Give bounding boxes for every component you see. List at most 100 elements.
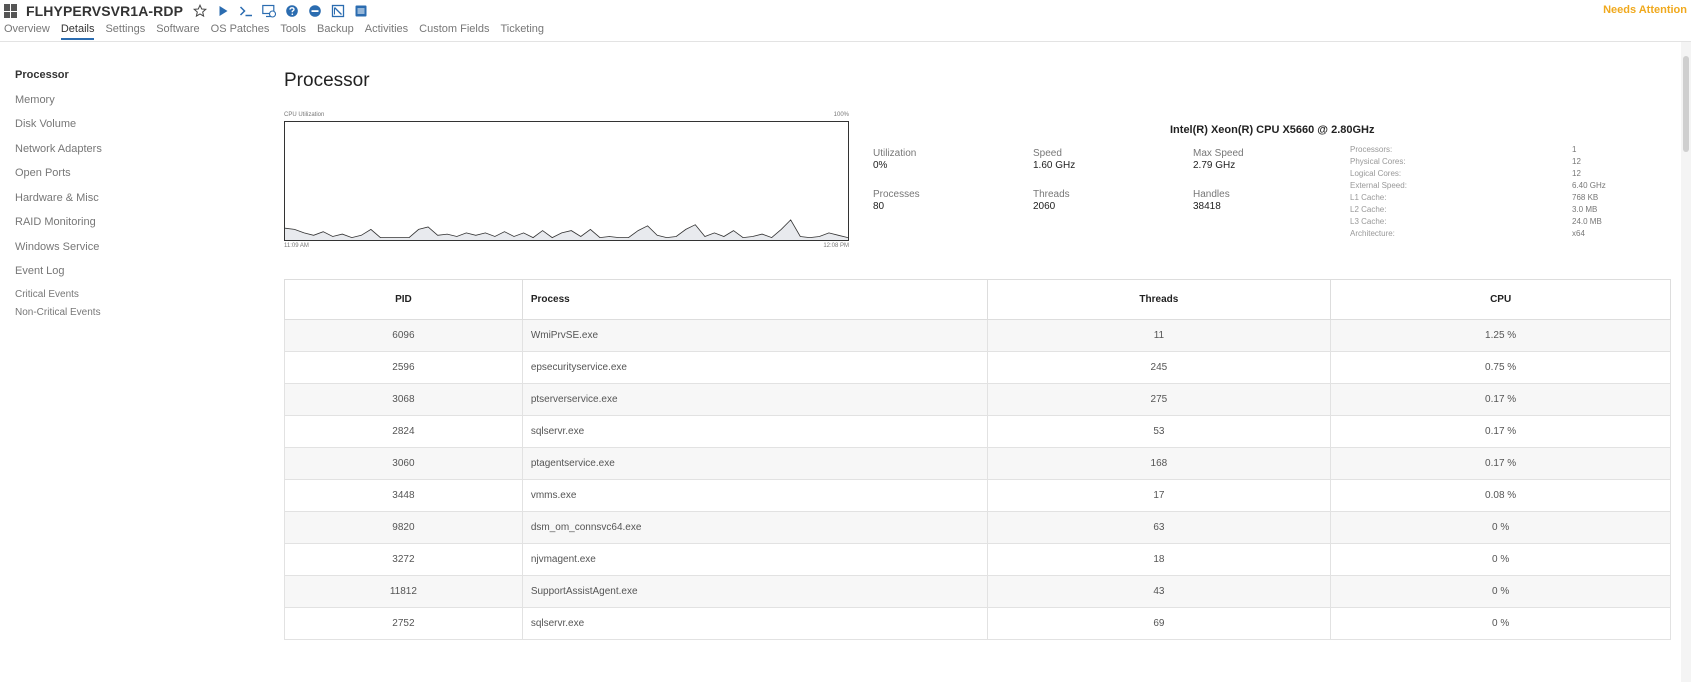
cell-pid: 3068 [284, 383, 523, 416]
spec-value: 24.0 MB [1572, 217, 1602, 226]
spec-row: Physical Cores: 12 [1350, 156, 1650, 168]
stat-value: 80 [873, 201, 885, 212]
cell-cpu: 0 % [1330, 607, 1671, 640]
cell-process: dsm_om_connsvc64.exe [521, 511, 988, 544]
stat-processes: Processes 80 [873, 189, 1023, 213]
sidebar-item-memory[interactable]: Memory [15, 93, 55, 106]
remote-desktop-icon[interactable] [262, 4, 277, 18]
tab-ticketing[interactable]: Ticketing [500, 23, 545, 35]
process-table: PID Process Threads CPU 6096 WmiPrvSE.ex… [284, 279, 1671, 640]
sidebar-item-event-log[interactable]: Event Log [15, 265, 65, 277]
page-scrollbar[interactable] [1681, 42, 1691, 682]
sidebar-item-open-ports[interactable]: Open Ports [15, 167, 71, 179]
cell-pid: 2596 [284, 351, 523, 384]
cell-threads: 275 [986, 383, 1332, 416]
main-content: Processor [284, 70, 1664, 104]
cpu-model-name: Intel(R) Xeon(R) CPU X5660 @ 2.80GHz [1170, 124, 1375, 136]
cell-cpu: 0.75 % [1330, 351, 1671, 384]
cell-process: sqlservr.exe [521, 415, 988, 448]
sidebar-item-raid-monitoring[interactable]: RAID Monitoring [15, 216, 96, 228]
tab-backup[interactable]: Backup [317, 23, 354, 35]
chart-x-end-label: 12:08 PM [823, 243, 849, 249]
table-row[interactable]: 2752 sqlservr.exe 69 0 % [284, 607, 1671, 640]
sidebar-subitem-non-critical-events[interactable]: Non-Critical Events [15, 306, 101, 318]
details-sidebar: Processor Memory Disk Volume Network Ada… [15, 68, 215, 325]
table-header-row: PID Process Threads CPU [284, 279, 1671, 320]
cell-pid: 2752 [284, 607, 523, 640]
stat-label: Threads [1033, 189, 1070, 200]
menu-icon[interactable] [354, 4, 368, 18]
spec-row: Architecture: x64 [1350, 228, 1650, 240]
page-header: FLHYPERVSVR1A-RDP Needs Attention Overvi… [0, 0, 1691, 42]
table-row[interactable]: 3060 ptagentservice.exe 168 0.17 % [284, 447, 1671, 480]
windows-icon [4, 4, 18, 18]
page-title: Processor [284, 70, 370, 91]
chart-y-max-label: 100% [833, 112, 849, 118]
spec-label: L3 Cache: [1350, 217, 1387, 226]
tab-tools[interactable]: Tools [280, 23, 307, 35]
spec-row: L1 Cache: 768 KB [1350, 192, 1650, 204]
cell-pid: 3272 [284, 543, 523, 576]
table-row[interactable]: 2596 epsecurityservice.exe 245 0.75 % [284, 351, 1671, 384]
device-title-row: FLHYPERVSVR1A-RDP [4, 2, 377, 20]
stat-handles: Handles 38418 [1193, 189, 1343, 213]
terminal-icon[interactable] [239, 4, 253, 18]
stat-label: Utilization [873, 148, 917, 159]
spec-value: 12 [1572, 169, 1581, 178]
cell-pid: 3060 [284, 447, 523, 480]
spec-value: 12 [1572, 157, 1581, 166]
spec-value: x64 [1572, 229, 1585, 238]
spec-label: External Speed: [1350, 181, 1407, 190]
column-header-threads[interactable]: Threads [986, 279, 1332, 320]
table-row[interactable]: 9820 dsm_om_connsvc64.exe 63 0 % [284, 511, 1671, 544]
cell-pid: 2824 [284, 415, 523, 448]
column-header-process[interactable]: Process [521, 279, 988, 320]
device-name: FLHYPERVSVR1A-RDP [26, 3, 184, 19]
tab-software[interactable]: Software [156, 23, 200, 35]
cell-cpu: 0.17 % [1330, 415, 1671, 448]
tab-bar: Overview Details Settings Software OS Pa… [4, 22, 555, 40]
table-row[interactable]: 3272 njvmagent.exe 18 0 % [284, 543, 1671, 576]
table-row[interactable]: 3448 vmms.exe 17 0.08 % [284, 479, 1671, 512]
table-row[interactable]: 6096 WmiPrvSE.exe 11 1.25 % [284, 319, 1671, 352]
chart-x-start-label: 11:09 AM [284, 243, 309, 249]
cell-pid: 6096 [284, 319, 523, 352]
play-icon[interactable] [216, 4, 230, 18]
stat-value: 2.79 GHz [1193, 160, 1236, 171]
cpu-utilization-chart: CPU Utilization 100% 11:09 AM 12:08 PM [284, 112, 849, 252]
star-icon[interactable] [193, 4, 208, 18]
table-row[interactable]: 11812 SupportAssistAgent.exe 43 0 % [284, 575, 1671, 608]
sidebar-subitem-critical-events[interactable]: Critical Events [15, 288, 79, 300]
spec-value: 768 KB [1572, 193, 1599, 202]
table-row[interactable]: 2824 sqlservr.exe 53 0.17 % [284, 415, 1671, 448]
help-circle-icon[interactable] [285, 4, 299, 18]
cell-process: epsecurityservice.exe [521, 351, 988, 384]
column-header-pid[interactable]: PID [284, 279, 523, 320]
tab-details[interactable]: Details [60, 22, 95, 40]
table-row[interactable]: 3068 ptserverservice.exe 275 0.17 % [284, 383, 1671, 416]
sidebar-item-network-adapters[interactable]: Network Adapters [15, 142, 102, 155]
tab-os-patches[interactable]: OS Patches [210, 23, 270, 35]
cell-threads: 69 [986, 607, 1332, 640]
column-header-cpu[interactable]: CPU [1330, 279, 1671, 320]
stat-speed: Speed 1.60 GHz [1033, 148, 1183, 172]
spec-row: Logical Cores: 12 [1350, 168, 1650, 180]
stat-value: 2060 [1033, 201, 1056, 212]
spec-label: Logical Cores: [1350, 169, 1402, 178]
sidebar-item-hardware-misc[interactable]: Hardware & Misc [15, 191, 99, 204]
tab-custom-fields[interactable]: Custom Fields [419, 23, 490, 35]
cell-cpu: 1.25 % [1330, 319, 1671, 352]
sidebar-item-windows-service[interactable]: Windows Service [15, 240, 100, 253]
cell-process: ptagentservice.exe [521, 447, 988, 480]
sidebar-item-processor[interactable]: Processor [15, 69, 69, 81]
spec-row: Processors: 1 [1350, 144, 1650, 156]
cell-process: ptserverservice.exe [521, 383, 988, 416]
minus-circle-icon[interactable] [308, 4, 322, 18]
cell-cpu: 0 % [1330, 543, 1671, 576]
scrollbar-thumb[interactable] [1683, 56, 1689, 152]
no-entry-icon[interactable] [331, 4, 345, 18]
tab-overview[interactable]: Overview [4, 23, 50, 35]
tab-activities[interactable]: Activities [364, 23, 409, 35]
tab-settings[interactable]: Settings [105, 23, 146, 35]
sidebar-item-disk-volume[interactable]: Disk Volume [15, 118, 77, 130]
